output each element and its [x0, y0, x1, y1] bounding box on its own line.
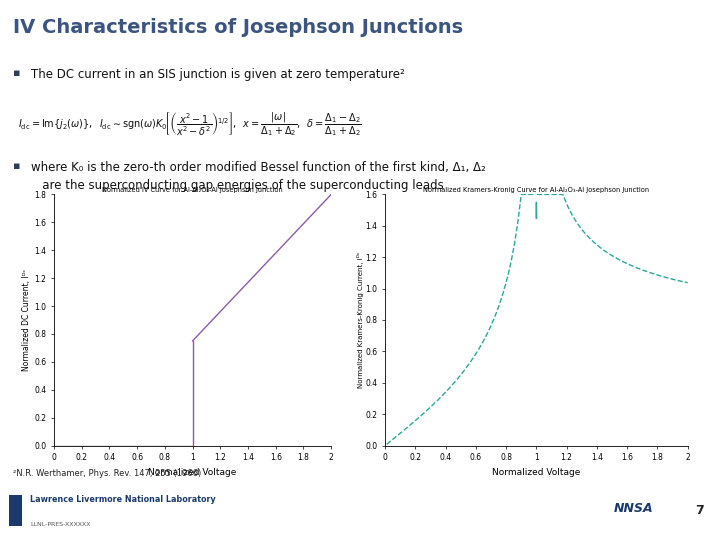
Text: LLNL-PRES-XXXXXX: LLNL-PRES-XXXXXX	[30, 522, 91, 526]
Text: where K₀ is the zero-th order modified Bessel function of the first kind, Δ₁, Δ₂: where K₀ is the zero-th order modified B…	[31, 161, 486, 192]
Text: ²N.R. Werthamer, Phys. Rev. 147, 255 (1966): ²N.R. Werthamer, Phys. Rev. 147, 255 (19…	[13, 469, 201, 478]
Text: NNSA: NNSA	[613, 502, 654, 515]
Text: 7: 7	[696, 504, 704, 517]
Text: Lawrence Livermore National Laboratory: Lawrence Livermore National Laboratory	[30, 495, 216, 504]
Y-axis label: Normalized Kramers-Kronig Current, Iᴰᶜ: Normalized Kramers-Kronig Current, Iᴰᶜ	[357, 252, 364, 388]
X-axis label: Normalized Voltage: Normalized Voltage	[148, 468, 237, 477]
X-axis label: Normalized Voltage: Normalized Voltage	[492, 468, 580, 477]
Text: IV Characteristics of Josephson Junctions: IV Characteristics of Josephson Junction…	[13, 18, 463, 37]
Y-axis label: Normalized DC Current, Iᴰᶜ: Normalized DC Current, Iᴰᶜ	[22, 269, 32, 371]
Text: ▪: ▪	[13, 161, 20, 171]
Bar	[9, 495, 22, 526]
Text: The DC current in an SIS junction is given at zero temperature²: The DC current in an SIS junction is giv…	[31, 68, 405, 81]
Title: Normalized Kramers-Kronig Curve for Al-Al₂O₃-Al Josephson Junction: Normalized Kramers-Kronig Curve for Al-A…	[423, 187, 649, 193]
Title: Normalized IV Curve for Al-Al₂O₃-Al Josephson Junction: Normalized IV Curve for Al-Al₂O₃-Al Jose…	[102, 187, 283, 193]
Text: ▪: ▪	[13, 68, 20, 78]
Text: $I_{\mathrm{dc}} = \mathrm{Im}\left\{j_2(\omega)\right\},$$\;\; I_{\mathrm{dc}} : $I_{\mathrm{dc}} = \mathrm{Im}\left\{j_2…	[18, 110, 361, 138]
